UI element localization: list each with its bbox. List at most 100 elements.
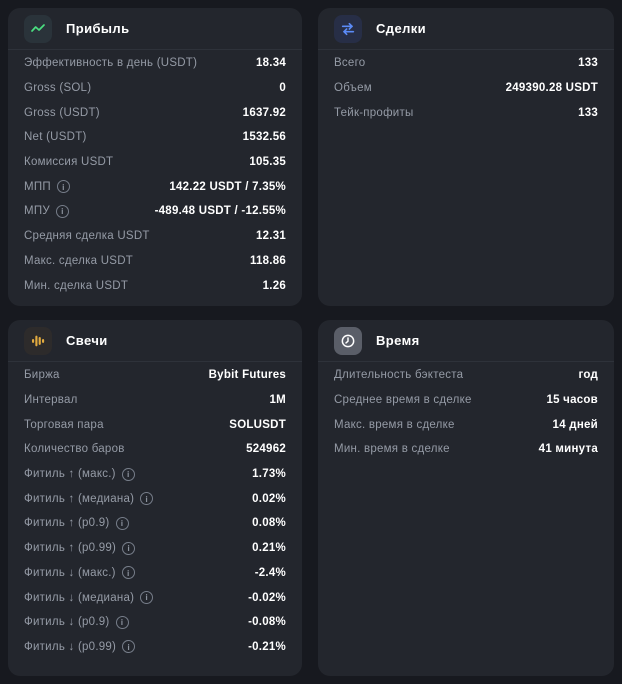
stat-label: Фитиль ↑ (p0.99) i <box>24 541 136 555</box>
stat-row: Фитиль ↓ (p0.9) i -0.08% <box>24 610 286 635</box>
stat-label: Макс. время в сделке <box>334 418 455 431</box>
stat-value: 1M <box>269 394 286 407</box>
stat-row: Net (USDT) 1532.56 <box>24 125 286 150</box>
profit-card: Прибыль Эффективность в день (USDT) 18.34… <box>8 8 302 306</box>
info-icon[interactable]: i <box>140 591 154 605</box>
stat-row: Тейк-профиты 133 <box>334 100 598 125</box>
info-icon[interactable]: i <box>121 566 135 580</box>
stat-label: Объем <box>334 82 372 95</box>
stat-label: Количество баров <box>24 443 125 456</box>
trades-card-header: Сделки <box>318 8 614 50</box>
stat-row: Мин. время в сделке 41 минута <box>334 437 598 462</box>
stat-row: Эффективность в день (USDT) 18.34 <box>24 51 286 76</box>
candlestick-icon <box>24 326 52 355</box>
stat-label: Всего <box>334 57 366 70</box>
stat-row: Gross (USDT) 1637.92 <box>24 100 286 125</box>
stat-value: 0 <box>279 82 286 95</box>
stat-label: МПУ i <box>24 204 69 218</box>
stat-value: -489.48 USDT / -12.55% <box>154 205 286 218</box>
stat-value: 1532.56 <box>242 131 286 144</box>
stat-label: Торговая пара <box>24 418 104 431</box>
stat-value: 12.31 <box>255 230 286 243</box>
stat-value: -2.4% <box>254 566 286 579</box>
stat-row: Фитиль ↑ (p0.9) i 0.08% <box>24 511 286 536</box>
stat-value: 524962 <box>246 443 286 456</box>
stat-row: Биржа Bybit Futures <box>24 363 286 388</box>
info-icon[interactable]: i <box>115 516 129 530</box>
stat-row: Объем 249390.28 USDT <box>334 76 598 101</box>
trades-card-title: Сделки <box>376 21 427 36</box>
time-card: Время Длительность бэктеста год Среднее вр… <box>318 320 614 676</box>
stat-label: Длительность бэктеста <box>334 369 464 382</box>
info-icon[interactable]: i <box>122 541 136 555</box>
stat-value: 1.73% <box>252 468 286 481</box>
info-icon[interactable]: i <box>140 492 154 506</box>
stat-row: Количество баров 524962 <box>24 437 286 462</box>
trades-card: Сделки Всего 133 Объем 249390.28 USDT Тейк-п… <box>318 8 614 306</box>
stat-row: Фитиль ↑ (p0.99) i 0.21% <box>24 536 286 561</box>
candles-card-rows: Биржа Bybit Futures Интервал 1M Торговая пар… <box>8 362 302 659</box>
info-icon[interactable]: i <box>115 615 129 629</box>
stat-value: 0.21% <box>252 542 286 555</box>
stat-label: Gross (USDT) <box>24 106 100 119</box>
stat-value: -0.02% <box>248 591 286 604</box>
stat-value: 15 часов <box>546 394 598 407</box>
stat-value: 18.34 <box>255 57 286 70</box>
stat-label: Фитиль ↓ (медиана) i <box>24 591 154 605</box>
stat-row: Фитиль ↓ (p0.99) i -0.21% <box>24 635 286 660</box>
stat-label: МПП i <box>24 180 70 194</box>
stat-value: -0.08% <box>248 616 286 629</box>
stat-label: Средняя сделка USDT <box>24 230 150 243</box>
candles-card-title: Свечи <box>66 333 108 348</box>
trades-card-rows: Всего 133 Объем 249390.28 USDT Тейк-профиты 1… <box>318 50 614 125</box>
stat-row: Фитиль ↑ (макс.) i 1.73% <box>24 462 286 487</box>
profit-card-title: Прибыль <box>66 21 130 36</box>
stat-label: Тейк-профиты <box>334 106 414 119</box>
stat-row: МПУ i -489.48 USDT / -12.55% <box>24 199 286 224</box>
stat-value: 133 <box>578 106 598 119</box>
stat-value: год <box>578 369 598 382</box>
stat-value: SOLUSDT <box>229 418 286 431</box>
stat-value: 118.86 <box>249 254 286 267</box>
info-icon[interactable]: i <box>55 204 69 218</box>
profit-card-header: Прибыль <box>8 8 302 50</box>
stat-label: Комиссия USDT <box>24 156 114 169</box>
stat-row: Фитиль ↑ (медиана) i 0.02% <box>24 486 286 511</box>
stat-value: 0.08% <box>252 517 286 530</box>
stat-label: Фитиль ↑ (p0.9) i <box>24 516 129 530</box>
info-icon[interactable]: i <box>122 640 136 654</box>
stat-label: Интервал <box>24 394 78 407</box>
stat-row: Всего 133 <box>334 51 598 76</box>
stat-label: Net (USDT) <box>24 131 87 144</box>
stat-value: Bybit Futures <box>208 369 286 382</box>
trend-up-icon <box>24 14 52 43</box>
stat-label: Мин. сделка USDT <box>24 279 129 292</box>
stat-value: 105.35 <box>249 156 286 169</box>
stat-label: Макс. сделка USDT <box>24 254 134 267</box>
time-card-header: Время <box>318 320 614 362</box>
stat-value: 41 минута <box>538 443 598 456</box>
info-icon[interactable]: i <box>121 467 135 481</box>
stat-row: Интервал 1M <box>24 388 286 413</box>
stat-row: Gross (SOL) 0 <box>24 76 286 101</box>
info-icon[interactable]: i <box>56 180 70 194</box>
stat-label: Среднее время в сделке <box>334 394 472 407</box>
transfer-arrows-icon <box>334 14 362 43</box>
stat-row: Макс. время в сделке 14 дней <box>334 412 598 437</box>
stat-value: 249390.28 USDT <box>505 82 598 95</box>
stat-label: Фитиль ↓ (макс.) i <box>24 566 135 580</box>
stat-label: Мин. время в сделке <box>334 443 450 456</box>
stat-label: Gross (SOL) <box>24 82 92 95</box>
stat-value: 0.02% <box>252 492 286 505</box>
stat-value: 133 <box>578 57 598 70</box>
stat-value: 142.22 USDT / 7.35% <box>169 180 286 193</box>
stat-row: Мин. сделка USDT 1.26 <box>24 273 286 298</box>
stat-label: Фитиль ↓ (p0.99) i <box>24 640 136 654</box>
stat-row: Торговая пара SOLUSDT <box>24 412 286 437</box>
clock-icon <box>334 326 362 355</box>
stat-row: Среднее время в сделке 15 часов <box>334 388 598 413</box>
stat-label: Биржа <box>24 369 60 382</box>
stat-label: Эффективность в день (USDT) <box>24 57 198 70</box>
stat-row: Макс. сделка USDT 118.86 <box>24 249 286 274</box>
